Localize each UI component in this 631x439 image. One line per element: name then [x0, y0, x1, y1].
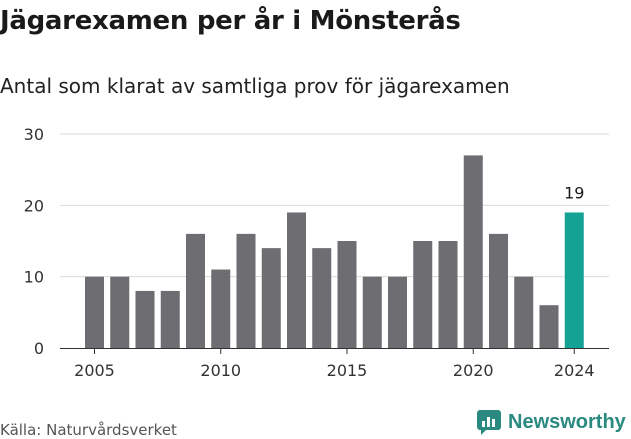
source-note: Källa: Naturvårdsverket [0, 421, 177, 439]
bar [337, 241, 357, 348]
x-tick-label: 2010 [200, 361, 241, 380]
x-tick-label: 2005 [74, 361, 115, 380]
bar [135, 290, 155, 348]
x-tick-label: 2015 [327, 361, 368, 380]
bar [312, 248, 332, 348]
y-tick-label: 30 [24, 125, 44, 144]
bar [160, 290, 180, 348]
bar [261, 248, 281, 348]
x-tick-label: 2020 [453, 361, 494, 380]
brand-name: Newsworthy [508, 410, 626, 433]
bar [388, 276, 407, 348]
bar [236, 233, 256, 348]
bar [489, 233, 508, 348]
y-tick-label: 10 [24, 268, 44, 287]
y-tick-label: 20 [24, 196, 44, 215]
bar [287, 212, 306, 348]
bar [85, 276, 104, 348]
bar [539, 305, 559, 348]
bar [514, 276, 534, 348]
bar [186, 233, 205, 348]
data-label: 19 [564, 183, 584, 202]
bar [413, 241, 433, 348]
y-tick-label: 0 [34, 339, 44, 358]
bar [211, 269, 231, 348]
bar-highlight [564, 212, 584, 348]
newsworthy-logo-icon [477, 410, 501, 435]
brand-logo: Newsworthy [476, 409, 626, 435]
bar [438, 241, 458, 348]
bar [463, 155, 483, 348]
bar [362, 276, 382, 348]
bar [110, 276, 130, 348]
chart-title: Jägarexamen per år i Mönsterås [0, 6, 461, 36]
x-tick-label: 2024 [554, 361, 595, 380]
chart-subtitle: Antal som klarat av samtliga prov för jä… [0, 74, 510, 98]
